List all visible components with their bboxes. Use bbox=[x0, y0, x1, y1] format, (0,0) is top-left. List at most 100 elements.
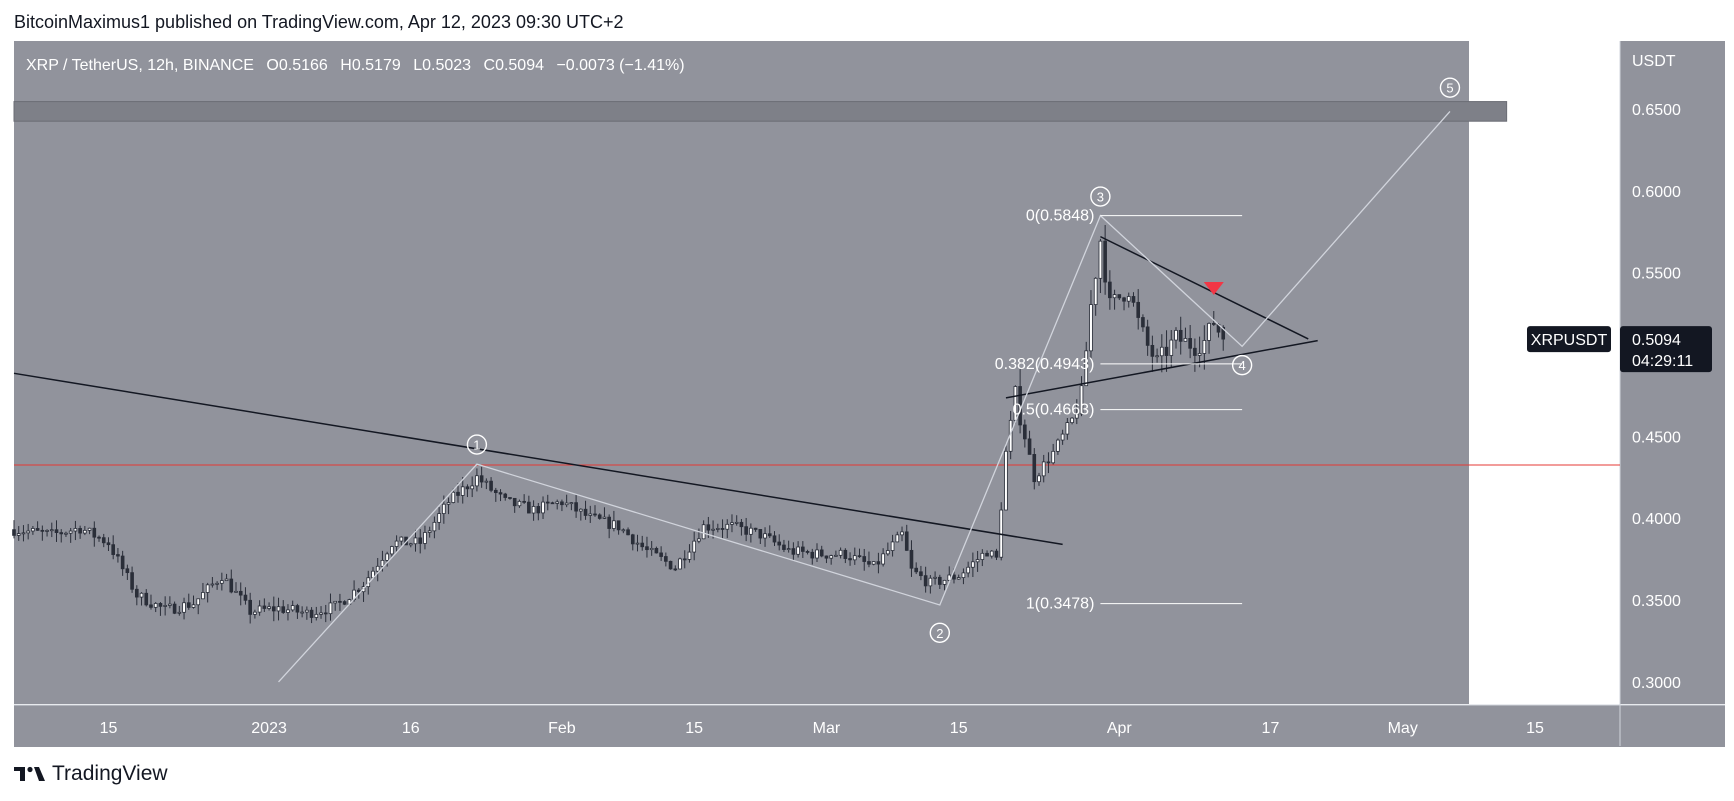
candle bbox=[621, 528, 626, 534]
candle bbox=[271, 596, 276, 622]
candle-body bbox=[635, 542, 640, 545]
candle bbox=[564, 494, 569, 508]
candle-body bbox=[1197, 353, 1202, 356]
candle-body bbox=[470, 485, 474, 490]
symbol-tag-label: XRPUSDT bbox=[1531, 332, 1608, 349]
candle-body bbox=[1056, 439, 1060, 452]
wave-label-1: 1 bbox=[466, 434, 488, 455]
candle bbox=[375, 557, 380, 582]
candle bbox=[253, 609, 257, 619]
candle bbox=[701, 520, 706, 540]
candle-body bbox=[1084, 350, 1089, 387]
candle bbox=[305, 606, 309, 620]
candle-body bbox=[659, 552, 663, 557]
candle-body bbox=[295, 605, 300, 613]
candle bbox=[479, 466, 484, 488]
candle bbox=[852, 547, 857, 565]
candle-body bbox=[54, 529, 59, 533]
candle bbox=[163, 596, 167, 616]
candle-body bbox=[989, 550, 994, 557]
tradingview-brand[interactable]: TradingView bbox=[14, 762, 168, 786]
candle bbox=[484, 478, 489, 490]
candle bbox=[224, 573, 229, 582]
wave-label-circle bbox=[1439, 77, 1461, 98]
candle bbox=[1065, 417, 1070, 440]
wave-label-number: 1 bbox=[473, 438, 480, 453]
candle-body bbox=[238, 590, 243, 596]
candle bbox=[801, 541, 805, 558]
candle-body bbox=[1070, 417, 1074, 424]
candle-body bbox=[442, 503, 446, 514]
wave-label-number: 4 bbox=[1239, 358, 1246, 373]
candle bbox=[338, 593, 342, 611]
candle-body bbox=[725, 523, 730, 530]
candle bbox=[1079, 376, 1084, 417]
candle-body bbox=[1112, 294, 1117, 299]
candle-body bbox=[248, 599, 252, 615]
candle-body bbox=[1093, 277, 1098, 305]
candle bbox=[238, 582, 243, 606]
candle-body bbox=[630, 534, 635, 545]
candle bbox=[900, 526, 904, 542]
candle bbox=[168, 596, 172, 609]
candle bbox=[786, 540, 791, 553]
candle bbox=[286, 604, 290, 621]
candle-body bbox=[904, 531, 909, 551]
candle bbox=[1141, 314, 1145, 332]
candle-body bbox=[550, 502, 555, 505]
candle bbox=[470, 476, 474, 498]
candle-body bbox=[267, 606, 271, 609]
candle bbox=[635, 534, 640, 552]
candle bbox=[177, 605, 182, 616]
candle-body bbox=[215, 582, 219, 585]
candle-body bbox=[687, 551, 692, 560]
candle bbox=[871, 561, 876, 566]
candle bbox=[248, 592, 252, 624]
candle-body bbox=[1041, 461, 1046, 477]
candle-body bbox=[262, 605, 267, 609]
candle-body bbox=[531, 506, 536, 514]
candle-body bbox=[1089, 304, 1093, 352]
candle bbox=[682, 550, 687, 569]
candle-body bbox=[1207, 322, 1211, 341]
candle bbox=[749, 523, 753, 543]
candle-body bbox=[734, 521, 739, 524]
candle bbox=[465, 484, 470, 498]
candle bbox=[54, 520, 59, 542]
x-tick-label: 15 bbox=[950, 720, 968, 737]
candle bbox=[961, 568, 966, 585]
candle-body bbox=[479, 475, 484, 483]
candle bbox=[262, 598, 267, 612]
candle-body bbox=[545, 501, 550, 504]
resistance-zone bbox=[13, 101, 1508, 122]
candle-body bbox=[1164, 346, 1169, 356]
candle bbox=[895, 531, 900, 543]
candle bbox=[588, 505, 593, 523]
candle-body bbox=[460, 486, 465, 496]
candle bbox=[919, 565, 923, 581]
candle-body bbox=[697, 538, 701, 542]
price-tag-value: 0.5094 bbox=[1632, 332, 1681, 349]
candle-body bbox=[1108, 281, 1112, 299]
candle bbox=[720, 519, 725, 539]
candle-body bbox=[40, 529, 45, 532]
candle-body bbox=[715, 528, 720, 530]
candle bbox=[26, 523, 30, 540]
candle-body bbox=[1183, 338, 1188, 342]
candle bbox=[645, 536, 649, 558]
candle bbox=[385, 551, 389, 567]
symbol-legend[interactable]: XRP / TetherUS, 12h, BINANCE O0.5166 H0.… bbox=[26, 57, 685, 74]
candle bbox=[1112, 289, 1117, 310]
candle bbox=[560, 499, 564, 512]
candle-body bbox=[1074, 413, 1079, 419]
candle-body bbox=[1141, 317, 1145, 328]
wave-label-circle bbox=[466, 434, 488, 455]
candle bbox=[390, 545, 394, 557]
candle bbox=[659, 546, 663, 561]
candle bbox=[205, 582, 210, 603]
candle bbox=[909, 540, 914, 577]
candle-body bbox=[106, 542, 111, 546]
candle-body bbox=[281, 606, 286, 613]
legend-close-label: C bbox=[484, 57, 496, 74]
